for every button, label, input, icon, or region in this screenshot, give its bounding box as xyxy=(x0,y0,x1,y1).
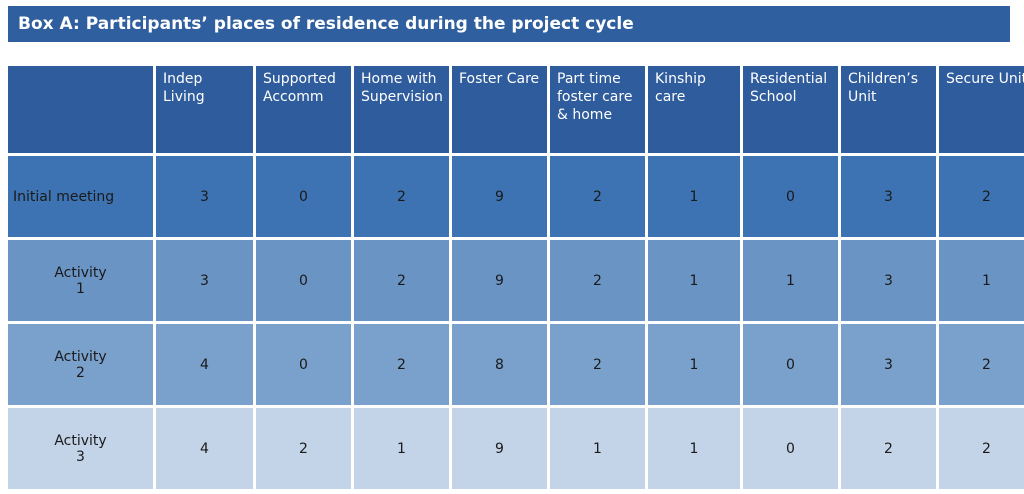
table-cell: 3 xyxy=(841,156,936,237)
row-label: Initial meeting xyxy=(8,156,153,237)
table-cell: 2 xyxy=(256,408,351,489)
table-cell: 0 xyxy=(743,324,838,405)
column-header: Indep Living xyxy=(156,66,253,153)
table-cell: 3 xyxy=(841,240,936,321)
table-cell: 2 xyxy=(939,324,1024,405)
box-title-bar: Box A: Participants’ places of residence… xyxy=(8,6,1010,42)
table-cell: 2 xyxy=(939,408,1024,489)
table-cell: 1 xyxy=(743,240,838,321)
column-header: Kinship care xyxy=(648,66,740,153)
residence-table: Indep Living Supported Accomm Home with Su… xyxy=(5,63,1024,492)
column-header: Children’s Unit xyxy=(841,66,936,153)
table-cell: 9 xyxy=(452,156,547,237)
table-row: Activity 1 3 0 2 9 2 1 1 3 1 xyxy=(8,240,1024,321)
box-title: Box A: Participants’ places of residence… xyxy=(18,14,634,34)
table-row: Initial meeting 3 0 2 9 2 1 0 3 2 xyxy=(8,156,1024,237)
table-cell: 0 xyxy=(743,408,838,489)
table-cell: 9 xyxy=(452,240,547,321)
table-cell: 9 xyxy=(452,408,547,489)
table-cell: 1 xyxy=(648,408,740,489)
table-cell: 2 xyxy=(354,240,449,321)
table-cell: 2 xyxy=(354,156,449,237)
table-cell: 3 xyxy=(156,156,253,237)
column-header: Part time foster care & home xyxy=(550,66,645,153)
table-cell: 2 xyxy=(354,324,449,405)
row-label: Activity 2 xyxy=(8,324,153,405)
column-header: Residential School xyxy=(743,66,838,153)
table-cell: 1 xyxy=(550,408,645,489)
column-header: Foster Care xyxy=(452,66,547,153)
table-cell: 0 xyxy=(256,324,351,405)
table-cell: 0 xyxy=(743,156,838,237)
table-cell: 1 xyxy=(648,156,740,237)
table-cell: 0 xyxy=(256,156,351,237)
table-cell: 0 xyxy=(256,240,351,321)
row-label: Activity 3 xyxy=(8,408,153,489)
table-cell: 1 xyxy=(354,408,449,489)
table-cell: 3 xyxy=(156,240,253,321)
table-row: Activity 3 4 2 1 9 1 1 0 2 2 xyxy=(8,408,1024,489)
table-cell: 4 xyxy=(156,408,253,489)
header-row: Indep Living Supported Accomm Home with Su… xyxy=(8,66,1024,153)
corner-cell xyxy=(8,66,153,153)
column-header: Supported Accomm xyxy=(256,66,351,153)
row-label: Activity 1 xyxy=(8,240,153,321)
table-cell: 3 xyxy=(841,324,936,405)
table-cell: 2 xyxy=(550,324,645,405)
table-cell: 2 xyxy=(841,408,936,489)
column-header: Secure Unit xyxy=(939,66,1024,153)
column-header: Home with Supervision xyxy=(354,66,449,153)
table-cell: 1 xyxy=(648,240,740,321)
table-cell: 4 xyxy=(156,324,253,405)
table-cell: 2 xyxy=(939,156,1024,237)
table-cell: 1 xyxy=(939,240,1024,321)
table-cell: 8 xyxy=(452,324,547,405)
table-cell: 2 xyxy=(550,156,645,237)
table-cell: 1 xyxy=(648,324,740,405)
table-row: Activity 2 4 0 2 8 2 1 0 3 2 xyxy=(8,324,1024,405)
table-cell: 2 xyxy=(550,240,645,321)
